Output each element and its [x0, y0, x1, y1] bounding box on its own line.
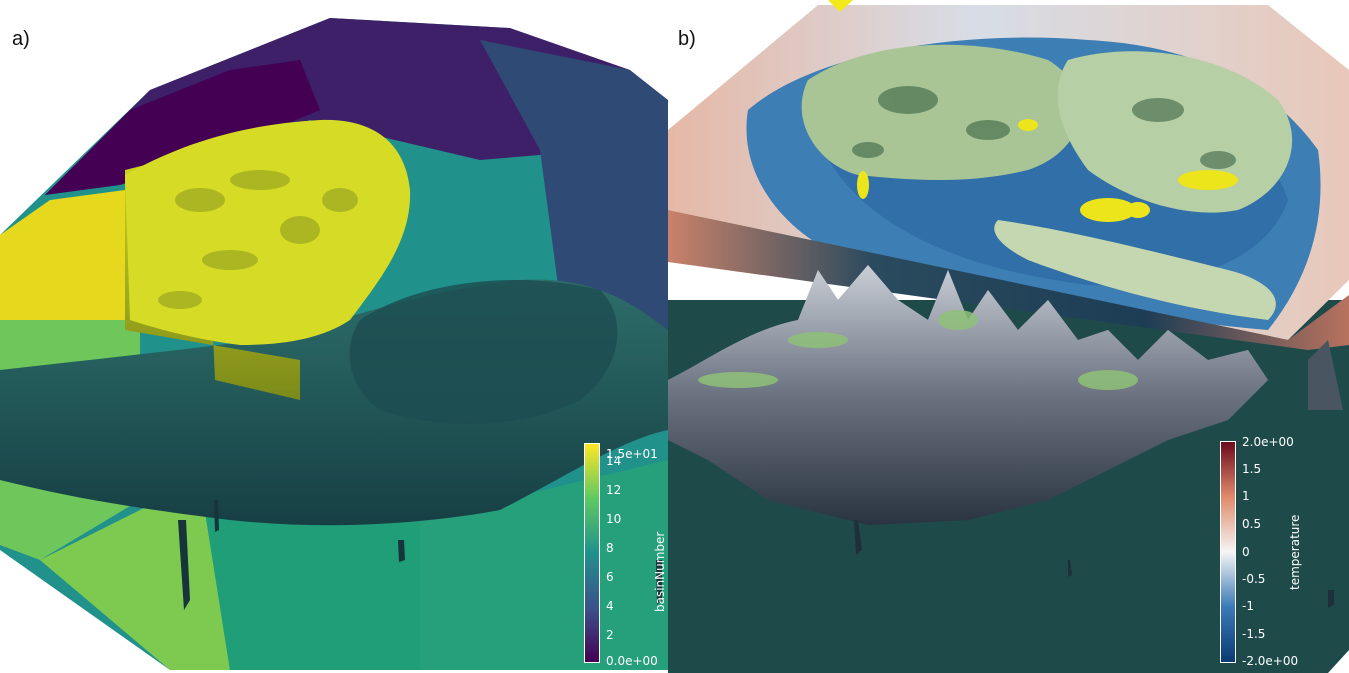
- panel-a-label: a): [12, 28, 30, 50]
- ridge-terrain-fill: [668, 265, 1268, 525]
- colorbar-a-tick: 1.5e+01: [606, 447, 658, 461]
- colorbar-b-tick: 0.5: [1242, 517, 1262, 531]
- colorbar-a-title: basinNumber: [653, 531, 667, 612]
- colorbar-a-tick: 14: [606, 454, 622, 468]
- colorbar-b-tick: -0.5: [1242, 572, 1266, 586]
- basin-region-teal-lower: [200, 480, 420, 670]
- colorbar-a-tick: 8: [606, 541, 614, 555]
- colorbar-a-tick: 6: [606, 570, 614, 584]
- basin-yellow-texture: [158, 170, 358, 309]
- panel-b-3d-render: [668, 0, 1349, 673]
- colorbar-a-tick: 4: [606, 599, 614, 613]
- basin-yellow-top: [125, 119, 411, 345]
- landmass-top-right: [1057, 51, 1293, 213]
- colorbar-a-tick: 12: [606, 483, 622, 497]
- panel-a-3d-render: [0, 18, 668, 670]
- colorbar-b-tick: 1.5: [1242, 462, 1262, 476]
- ridge-green-highlights: [698, 310, 1138, 390]
- colorbar-basin-number: [584, 443, 600, 663]
- seafloor-spikes: [178, 500, 662, 610]
- panel-a-basin-view: a) 1.5e+01 14 12 10 8 6 4 2 0.0e+00 basi…: [0, 0, 668, 673]
- colorbar-b-tick: -1.5: [1242, 627, 1266, 641]
- colored-marker: [828, 0, 853, 12]
- colorbar-a-tick: 10: [606, 512, 622, 526]
- yellow-patches: [857, 119, 1238, 222]
- panel-b-label: b): [678, 28, 696, 50]
- seafloor-interior: [349, 280, 618, 424]
- basin-region-blue: [480, 40, 668, 330]
- colorbar-b-tick: -2.0e+00: [1242, 654, 1299, 668]
- landmass-dark-patches: [852, 86, 1236, 169]
- basin-region-yellow-left: [0, 190, 135, 320]
- colorbar-b-title: temperature: [1288, 514, 1302, 590]
- colorbar-b-tick: 0: [1242, 545, 1250, 559]
- colorbar-b-tick: 1: [1242, 489, 1250, 503]
- basin-region-dark-purple: [45, 60, 320, 195]
- colorbar-a-tick: 0.0e+00: [606, 654, 658, 668]
- temperature-slab-side: [668, 210, 1349, 350]
- colorbar-b-tick: -1: [1242, 599, 1254, 613]
- colorbar-a-tick: 2: [606, 628, 614, 642]
- landmass-top-left: [801, 44, 1081, 180]
- colorbar-temperature: [1220, 441, 1236, 663]
- landmass-lower-strip: [994, 220, 1276, 320]
- seafloor-spikes-b: [854, 520, 1334, 608]
- colorbar-b-tick: 2.0e+00: [1242, 435, 1294, 449]
- panel-b-temperature-view: b) 2.0e+00 1.5 1 0.5 0 -0.5 -1 -1.5 -2.0…: [668, 0, 1349, 673]
- ridge-spike-right: [1308, 340, 1343, 410]
